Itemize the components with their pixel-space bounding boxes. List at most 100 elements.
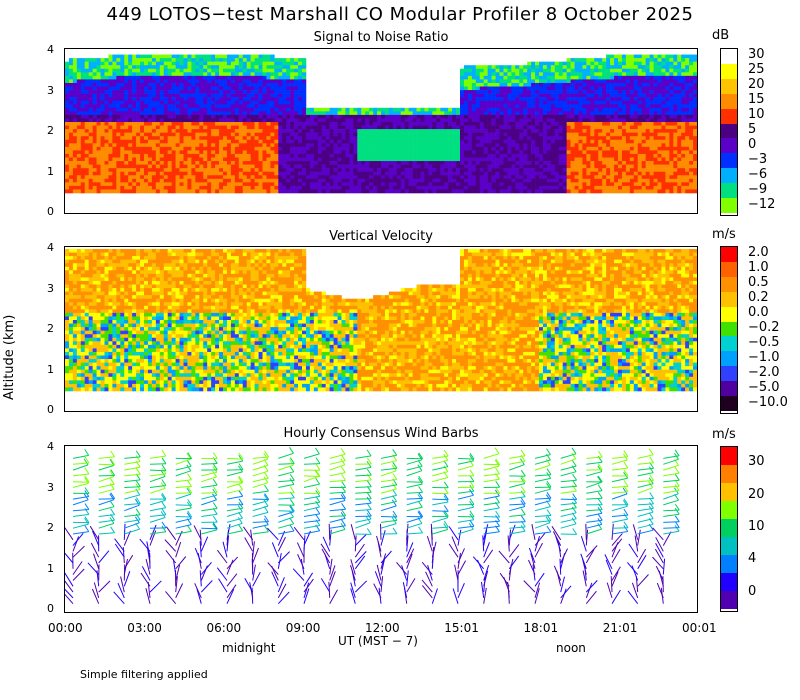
heatmap-cell [199, 157, 204, 162]
heatmap-cell [140, 111, 145, 116]
heatmap-cell [167, 178, 172, 183]
heatmap-cell [507, 90, 512, 94]
heatmap-cell [475, 82, 481, 87]
heatmap-cell [136, 182, 141, 187]
heatmap-cell [187, 157, 192, 162]
heatmap-cell [337, 122, 342, 126]
heatmap-cell [546, 86, 552, 91]
heatmap-cell [467, 90, 473, 94]
heatmap-cell [199, 185, 204, 190]
heatmap-cell [523, 111, 528, 116]
heatmap-cell [262, 114, 267, 119]
heatmap-cell [499, 175, 504, 180]
heatmap-cell [610, 97, 615, 101]
heatmap-cell [132, 86, 137, 91]
heatmap-cell [88, 104, 93, 109]
heatmap-cell [183, 153, 188, 158]
heatmap-cell [298, 143, 303, 148]
heatmap-cell [519, 125, 524, 130]
heatmap-cell [309, 178, 315, 183]
heatmap-cell [88, 189, 93, 194]
heatmap-cell [594, 68, 599, 73]
heatmap-cell [503, 90, 508, 94]
heatmap-cell [183, 175, 188, 180]
heatmap-cell [618, 129, 623, 133]
heatmap-cell [598, 161, 603, 165]
heatmap-cell [471, 164, 477, 169]
heatmap-cell [203, 171, 208, 176]
heatmap-cell [566, 182, 571, 187]
heatmap-cell [298, 111, 303, 116]
heatmap-cell [254, 68, 259, 73]
heatmap-cell [290, 65, 295, 70]
heatmap-cell [211, 68, 216, 73]
heatmap-cell [211, 164, 216, 169]
heatmap-cell [412, 129, 417, 133]
heatmap-cell [333, 178, 338, 183]
heatmap-cell [602, 72, 607, 77]
heatmap-cell [262, 107, 267, 112]
heatmap-cell [128, 118, 133, 123]
heatmap-cell [373, 175, 378, 180]
heatmap-cell [384, 118, 390, 123]
heatmap-cell [621, 185, 627, 190]
heatmap-cell [246, 153, 251, 158]
heatmap-cell [412, 146, 417, 151]
heatmap-cell [211, 136, 216, 141]
heatmap-cell [546, 171, 552, 176]
heatmap-cell [606, 175, 611, 180]
heatmap-cell [621, 164, 627, 169]
heatmap-cell [72, 136, 78, 141]
heatmap-cell [151, 150, 157, 155]
heatmap-cell [625, 97, 631, 101]
heatmap-cell [554, 164, 560, 169]
heatmap-cell [550, 90, 556, 94]
heatmap-cell [495, 161, 500, 165]
heatmap-cell [621, 90, 627, 94]
heatmap-cell [373, 111, 378, 116]
heatmap-cell [527, 132, 532, 137]
heatmap-cell [187, 143, 192, 148]
heatmap-cell [511, 68, 516, 73]
heatmap-cell [163, 164, 168, 169]
heatmap-cell [424, 132, 429, 137]
heatmap-cell [452, 178, 457, 183]
heatmap-cell [147, 86, 153, 91]
heatmap-cell [187, 132, 192, 137]
heatmap-cell [349, 189, 354, 194]
heatmap-cell [262, 82, 267, 87]
heatmap-cell [266, 175, 271, 180]
heatmap-cell [282, 129, 287, 133]
heatmap-cell [369, 164, 374, 169]
heatmap-cell [270, 139, 275, 144]
heatmap-cell [88, 97, 93, 101]
heatmap-cell [223, 118, 228, 123]
heatmap-cell [136, 107, 141, 112]
heatmap-cell [298, 93, 303, 98]
heatmap-cell [187, 150, 192, 155]
heatmap-cell [598, 164, 603, 169]
heatmap-cell [242, 178, 247, 183]
heatmap-cell [246, 136, 251, 141]
heatmap-cell [527, 157, 532, 162]
heatmap-cell [503, 82, 508, 87]
heatmap-cell [171, 143, 176, 148]
heatmap-cell [207, 146, 212, 151]
heatmap-cell [80, 58, 86, 62]
heatmap-cell [88, 150, 93, 155]
heatmap-cell [187, 185, 192, 190]
heatmap-cell [321, 175, 326, 180]
heatmap-cell [412, 189, 417, 194]
heatmap-cell [88, 132, 93, 137]
heatmap-cell [539, 161, 544, 165]
heatmap-cell [542, 75, 548, 80]
heatmap-cell [428, 118, 433, 123]
heatmap-cell [76, 146, 82, 151]
heatmap-cell [191, 65, 196, 70]
heatmap-cell [594, 118, 599, 123]
heatmap-cell [270, 86, 275, 91]
heatmap-cell [223, 54, 228, 59]
heatmap-cell [582, 86, 587, 91]
heatmap-cell [495, 82, 500, 87]
heatmap-cell [444, 111, 449, 116]
